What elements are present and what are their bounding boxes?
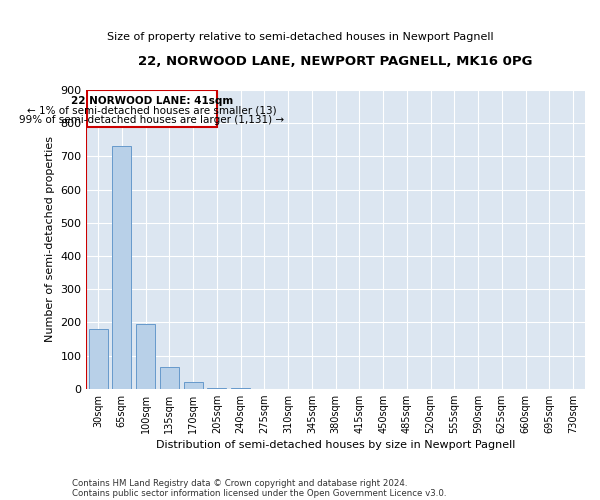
Text: Contains HM Land Registry data © Crown copyright and database right 2024.: Contains HM Land Registry data © Crown c… (72, 478, 407, 488)
Title: 22, NORWOOD LANE, NEWPORT PAGNELL, MK16 0PG: 22, NORWOOD LANE, NEWPORT PAGNELL, MK16 … (139, 55, 533, 68)
Bar (112, 146, 131, 388)
Text: Size of property relative to semi-detached houses in Newport Pagnell: Size of property relative to semi-detach… (107, 32, 493, 42)
Text: 99% of semi-detached houses are larger (1,131) →: 99% of semi-detached houses are larger (… (19, 115, 284, 125)
X-axis label: Distribution of semi-detached houses by size in Newport Pagnell: Distribution of semi-detached houses by … (156, 440, 515, 450)
FancyBboxPatch shape (87, 90, 217, 126)
Text: 22 NORWOOD LANE: 41sqm: 22 NORWOOD LANE: 41sqm (71, 96, 233, 106)
Text: ← 1% of semi-detached houses are smaller (13): ← 1% of semi-detached houses are smaller… (27, 106, 277, 116)
Bar (89, 329, 107, 388)
Bar (136, 324, 155, 388)
Bar (160, 367, 179, 388)
Y-axis label: Number of semi-detached properties: Number of semi-detached properties (44, 136, 55, 342)
Text: Contains public sector information licensed under the Open Government Licence v3: Contains public sector information licen… (72, 488, 446, 498)
Bar (184, 382, 203, 388)
